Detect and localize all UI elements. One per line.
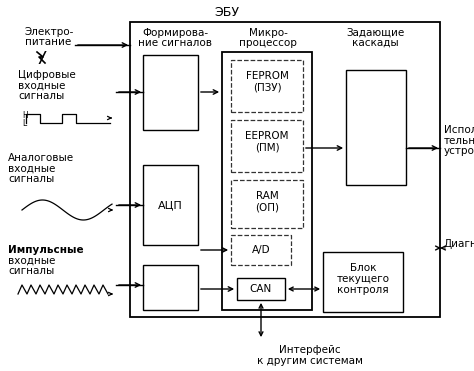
Bar xyxy=(346,70,406,185)
Text: питание: питание xyxy=(25,37,71,47)
Text: Формирова-: Формирова- xyxy=(142,28,208,38)
Bar xyxy=(143,55,198,130)
Text: L: L xyxy=(22,119,26,128)
Text: входные: входные xyxy=(8,256,55,266)
Bar xyxy=(231,60,303,112)
Text: (ПМ): (ПМ) xyxy=(255,143,279,153)
Text: (ОП): (ОП) xyxy=(255,202,279,212)
Text: Блок: Блок xyxy=(350,263,376,273)
Text: Электро-: Электро- xyxy=(25,27,74,37)
Text: Задающие: Задающие xyxy=(346,28,404,38)
Bar xyxy=(130,22,440,317)
Bar xyxy=(231,235,291,265)
Text: H: H xyxy=(22,111,28,119)
Text: Импульсные: Импульсные xyxy=(8,245,83,255)
Text: к другим системам: к другим системам xyxy=(257,356,363,366)
Text: контроля: контроля xyxy=(337,285,389,295)
Text: EEPROM: EEPROM xyxy=(245,131,289,141)
Text: сигналы: сигналы xyxy=(8,174,54,184)
Text: тельные: тельные xyxy=(444,136,474,146)
Text: устройства: устройства xyxy=(444,146,474,156)
Text: (ПЗУ): (ПЗУ) xyxy=(253,83,281,93)
Bar xyxy=(231,120,303,172)
Text: входные: входные xyxy=(8,164,55,174)
Text: каскады: каскады xyxy=(352,38,398,48)
Bar xyxy=(231,180,303,228)
Text: текущего: текущего xyxy=(337,274,390,284)
Text: Микро-: Микро- xyxy=(248,28,287,38)
Text: Исполни-: Исполни- xyxy=(444,125,474,135)
Text: RAM: RAM xyxy=(255,191,278,201)
Bar xyxy=(323,252,403,312)
Text: Цифровые: Цифровые xyxy=(18,70,76,80)
Text: АЦП: АЦП xyxy=(158,200,182,210)
Text: входные: входные xyxy=(18,81,65,91)
Bar xyxy=(222,52,312,310)
Text: Интерфейс: Интерфейс xyxy=(279,345,341,355)
Text: Аналоговые: Аналоговые xyxy=(8,153,74,163)
Text: FEPROM: FEPROM xyxy=(246,71,289,81)
Bar xyxy=(237,278,285,300)
Text: процессор: процессор xyxy=(239,38,297,48)
Text: сигналы: сигналы xyxy=(18,91,64,101)
Bar xyxy=(143,165,198,245)
Bar xyxy=(143,265,198,310)
Text: CAN: CAN xyxy=(250,284,272,294)
Text: ЭБУ: ЭБУ xyxy=(215,7,239,20)
Text: A/D: A/D xyxy=(252,245,270,255)
Text: ние сигналов: ние сигналов xyxy=(138,38,212,48)
Text: сигналы: сигналы xyxy=(8,266,54,276)
Text: /: / xyxy=(39,50,45,66)
Text: Диагностика: Диагностика xyxy=(444,239,474,249)
